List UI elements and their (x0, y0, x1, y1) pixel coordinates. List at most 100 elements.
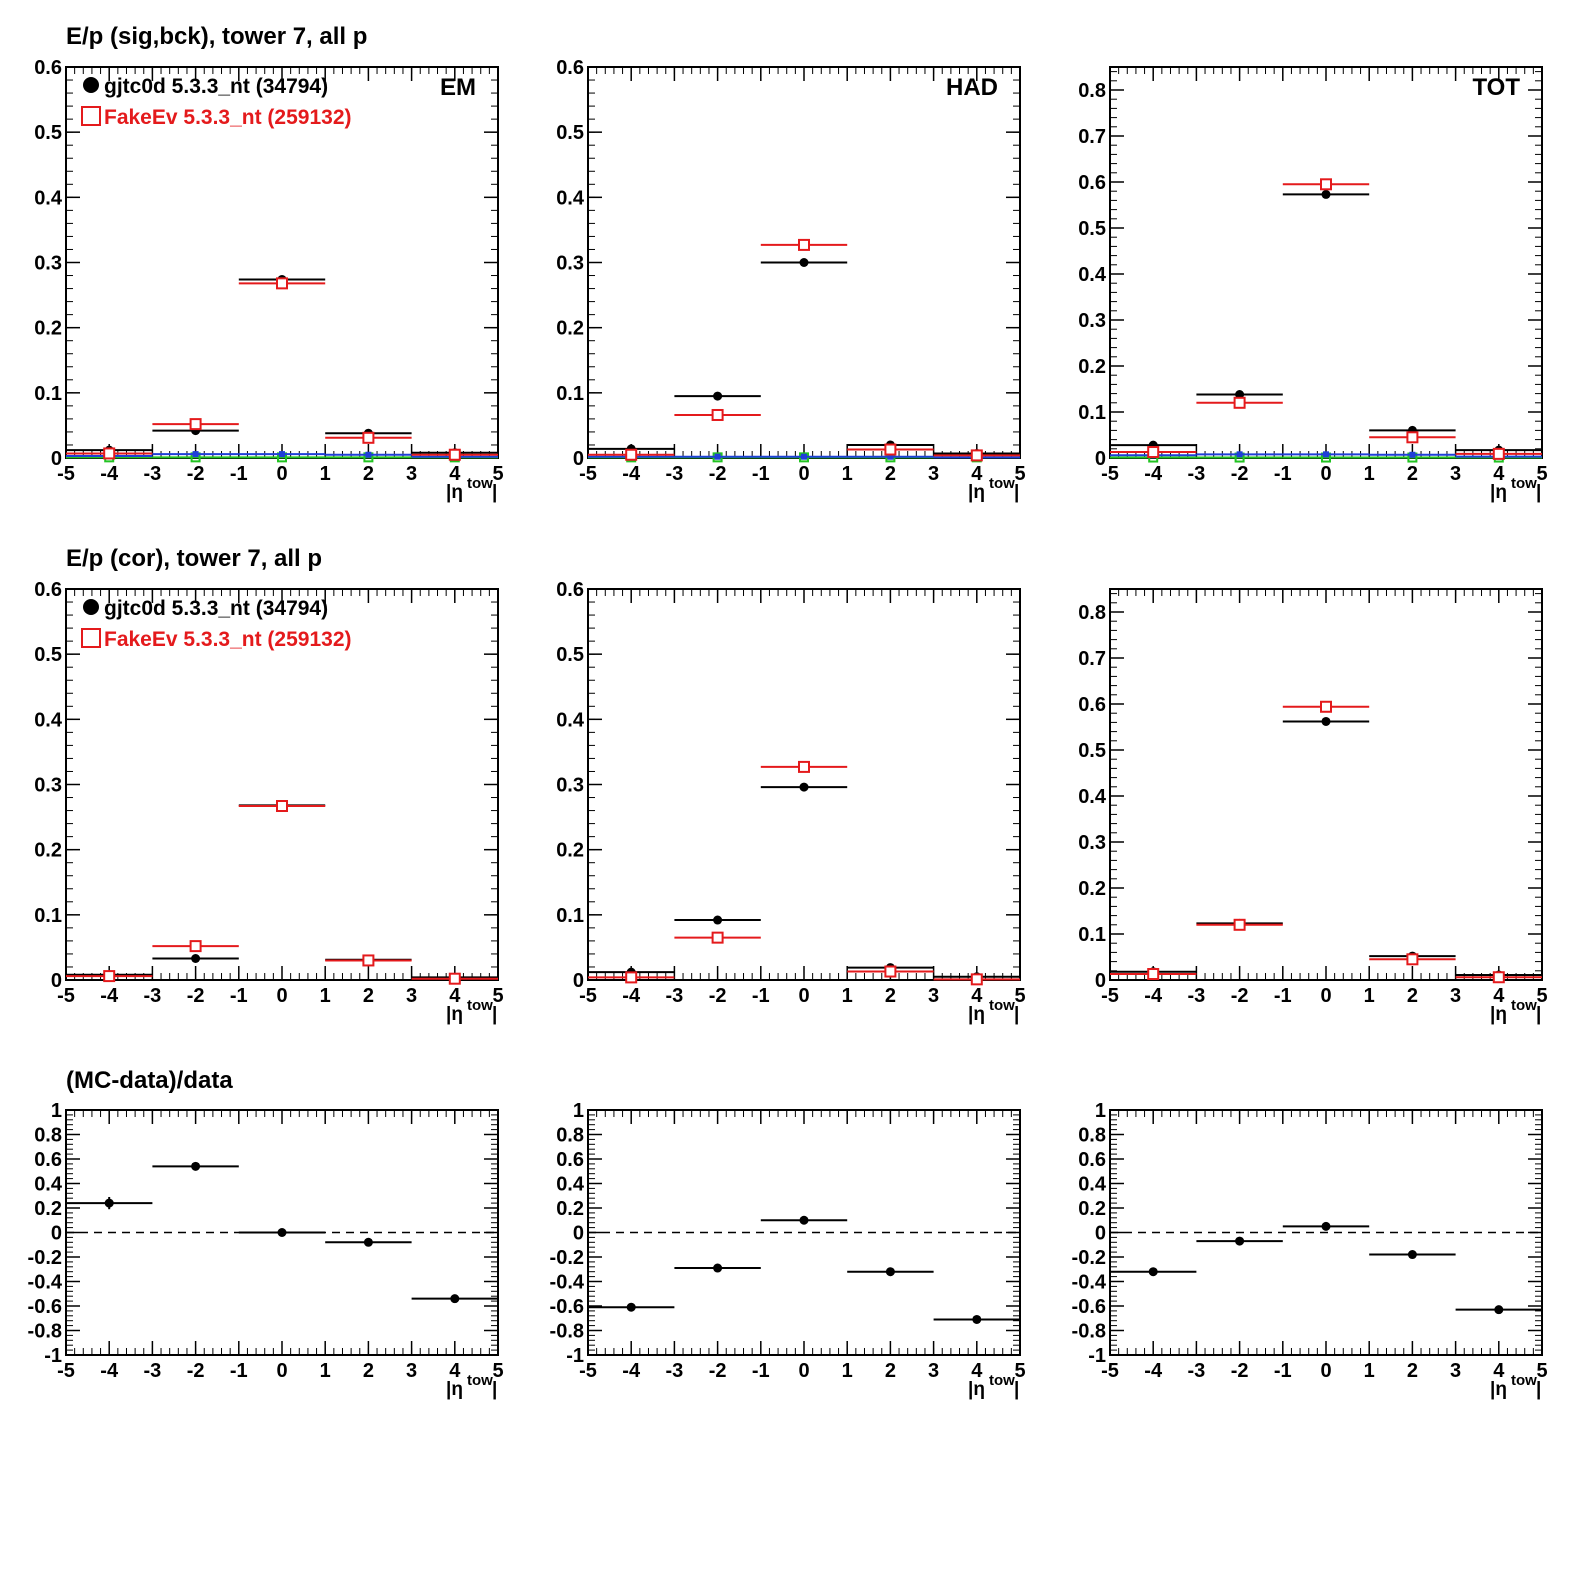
y-tick-label: 0.4 (1078, 1174, 1107, 1196)
x-tick-label: 2 (1407, 1360, 1418, 1382)
x-tick-label: 2 (1407, 463, 1418, 485)
data-point (713, 391, 723, 401)
mc-point (884, 443, 897, 456)
x-tick-label: 4 (449, 1360, 461, 1382)
panels-group: -5 -4 -3 -2 -1 0 1 2 3 4 500.10.20.30.40.50.6|η tow… (28, 57, 1548, 1400)
panel-row2-col1: -5 -4 -3 -2 -1 0 1 2 3 4 5 0 0.1 0.2 0.3 0.4 0.5 0.6 |η tow… (34, 579, 503, 1025)
mc-point (798, 238, 810, 251)
y-tick-label: 0.2 (34, 318, 62, 340)
corner-label: TOT (1472, 74, 1520, 101)
panel-row1-col3: -5 -4 -3 -2 -1 0 1 2 3 4 5 0 0.1 0.2 0.3 0.4 0.5 0.6 0.7 0.… (1078, 66, 1548, 503)
x-axis-label: |η (446, 1004, 463, 1025)
x-tick-label: 2 (363, 985, 374, 1007)
x-tick-label: -3 (144, 463, 162, 485)
data-point (1148, 1267, 1158, 1277)
y-tick-label: 0.4 (556, 187, 585, 209)
data-point (191, 1161, 201, 1171)
x-tick-label: -3 (666, 463, 684, 485)
mc-point (711, 408, 724, 421)
x-tick-label: 1 (842, 1360, 853, 1382)
data-point (626, 1302, 636, 1312)
x-tick-label: -2 (187, 1360, 205, 1382)
x-tick-label: -1 (752, 1360, 770, 1382)
data-point (1321, 189, 1331, 199)
x-axis-label: |η (968, 482, 985, 503)
x-tick-label: 3 (406, 463, 417, 485)
x-tick-label: -3 (144, 985, 162, 1007)
y-tick-label: -1 (566, 1345, 584, 1367)
x-tick-label: -3 (666, 985, 684, 1007)
legend-marker-data (83, 599, 99, 615)
x-tick-label: -2 (709, 463, 727, 485)
x-tick-label: 5 (1536, 463, 1547, 485)
x-tick-label: -4 (1144, 985, 1163, 1007)
x-tick-label: 1 (320, 1360, 331, 1382)
x-axis-label-superscript: tow (467, 475, 493, 492)
data-point (799, 258, 809, 267)
x-tick-label: 3 (928, 985, 939, 1007)
x-tick-label: -3 (666, 1360, 684, 1382)
x-tick-label: -1 (1274, 985, 1292, 1007)
y-tick-label: 0.6 (1078, 1149, 1106, 1171)
mc-point (189, 940, 202, 953)
panel-row2-col2: -5 -4 -3 -2 -1 0 1 2 3 4 5 0 0.1 0.2 0.3 0.4 0.5 0.6 |η tow… (556, 579, 1025, 1025)
mc-point (625, 971, 638, 984)
y-tick-label: 0.6 (34, 57, 62, 79)
y-tick-label: 0.3 (556, 775, 584, 797)
mc-point (1320, 700, 1332, 713)
y-tick-label: -0.2 (1072, 1247, 1106, 1269)
x-axis-label: |η (1490, 1379, 1507, 1400)
data-point (104, 1198, 114, 1208)
data-point (1321, 716, 1331, 726)
x-tick-label: -1 (1274, 463, 1292, 485)
y-tick-label: 0.6 (34, 1149, 62, 1171)
x-tick-label: -2 (187, 463, 205, 485)
y-tick-label: 0.5 (34, 644, 62, 666)
mc-point (276, 277, 288, 290)
panel-row1-col2: -5 -4 -3 -2 -1 0 1 2 3 4 5 0 0.1 0.2 0.3 0.4 0.5 0.6 |η tow… (556, 57, 1025, 503)
mc-point (798, 760, 810, 773)
x-tick-label: 2 (363, 463, 374, 485)
x-tick-label: -3 (1188, 985, 1206, 1007)
mc-point (1492, 971, 1505, 984)
mc-point (103, 970, 116, 983)
data-point (1494, 1305, 1504, 1315)
x-tick-label: -1 (230, 463, 248, 485)
y-tick-label: 0.4 (556, 709, 585, 731)
data-point (1407, 1250, 1417, 1260)
x-tick-label: 2 (885, 985, 896, 1007)
y-tick-label: 1 (1095, 1100, 1106, 1122)
x-tick-label: 4 (1493, 985, 1505, 1007)
y-tick-label: -0.4 (28, 1272, 63, 1294)
x-axis-label: |η (446, 482, 463, 503)
x-tick-label: -3 (144, 1360, 162, 1382)
data-point (450, 1294, 460, 1304)
x-axis-label-superscript: tow (467, 997, 493, 1014)
x-tick-label: 1 (320, 463, 331, 485)
y-tick-label: 0.1 (34, 905, 62, 927)
x-tick-label: -5 (579, 985, 597, 1007)
mc-point (970, 973, 983, 986)
x-tick-label: -1 (230, 985, 248, 1007)
x-tick-label: 0 (1320, 985, 1331, 1007)
y-tick-label: 0.3 (556, 253, 584, 275)
y-tick-label: 0.2 (1078, 878, 1106, 900)
x-tick-label: -2 (709, 1360, 727, 1382)
x-tick-label: -2 (1231, 1360, 1249, 1382)
y-tick-label: -1 (44, 1345, 62, 1367)
x-tick-label: 4 (971, 985, 983, 1007)
data-point (885, 1267, 895, 1277)
blue-point (887, 453, 894, 460)
x-axis-label-end: | (1536, 1379, 1541, 1400)
x-tick-label: 1 (320, 985, 331, 1007)
x-tick-label: 4 (449, 985, 461, 1007)
y-tick-label: 0.5 (556, 644, 584, 666)
x-tick-label: -4 (1144, 463, 1163, 485)
x-tick-label: -1 (1274, 1360, 1292, 1382)
x-tick-label: 3 (928, 1360, 939, 1382)
y-tick-label: 0.1 (1078, 402, 1106, 424)
x-tick-label: 5 (1536, 985, 1547, 1007)
x-tick-label: -5 (1101, 985, 1119, 1007)
y-tick-label: 0 (573, 1223, 584, 1245)
x-tick-label: -4 (100, 463, 119, 485)
